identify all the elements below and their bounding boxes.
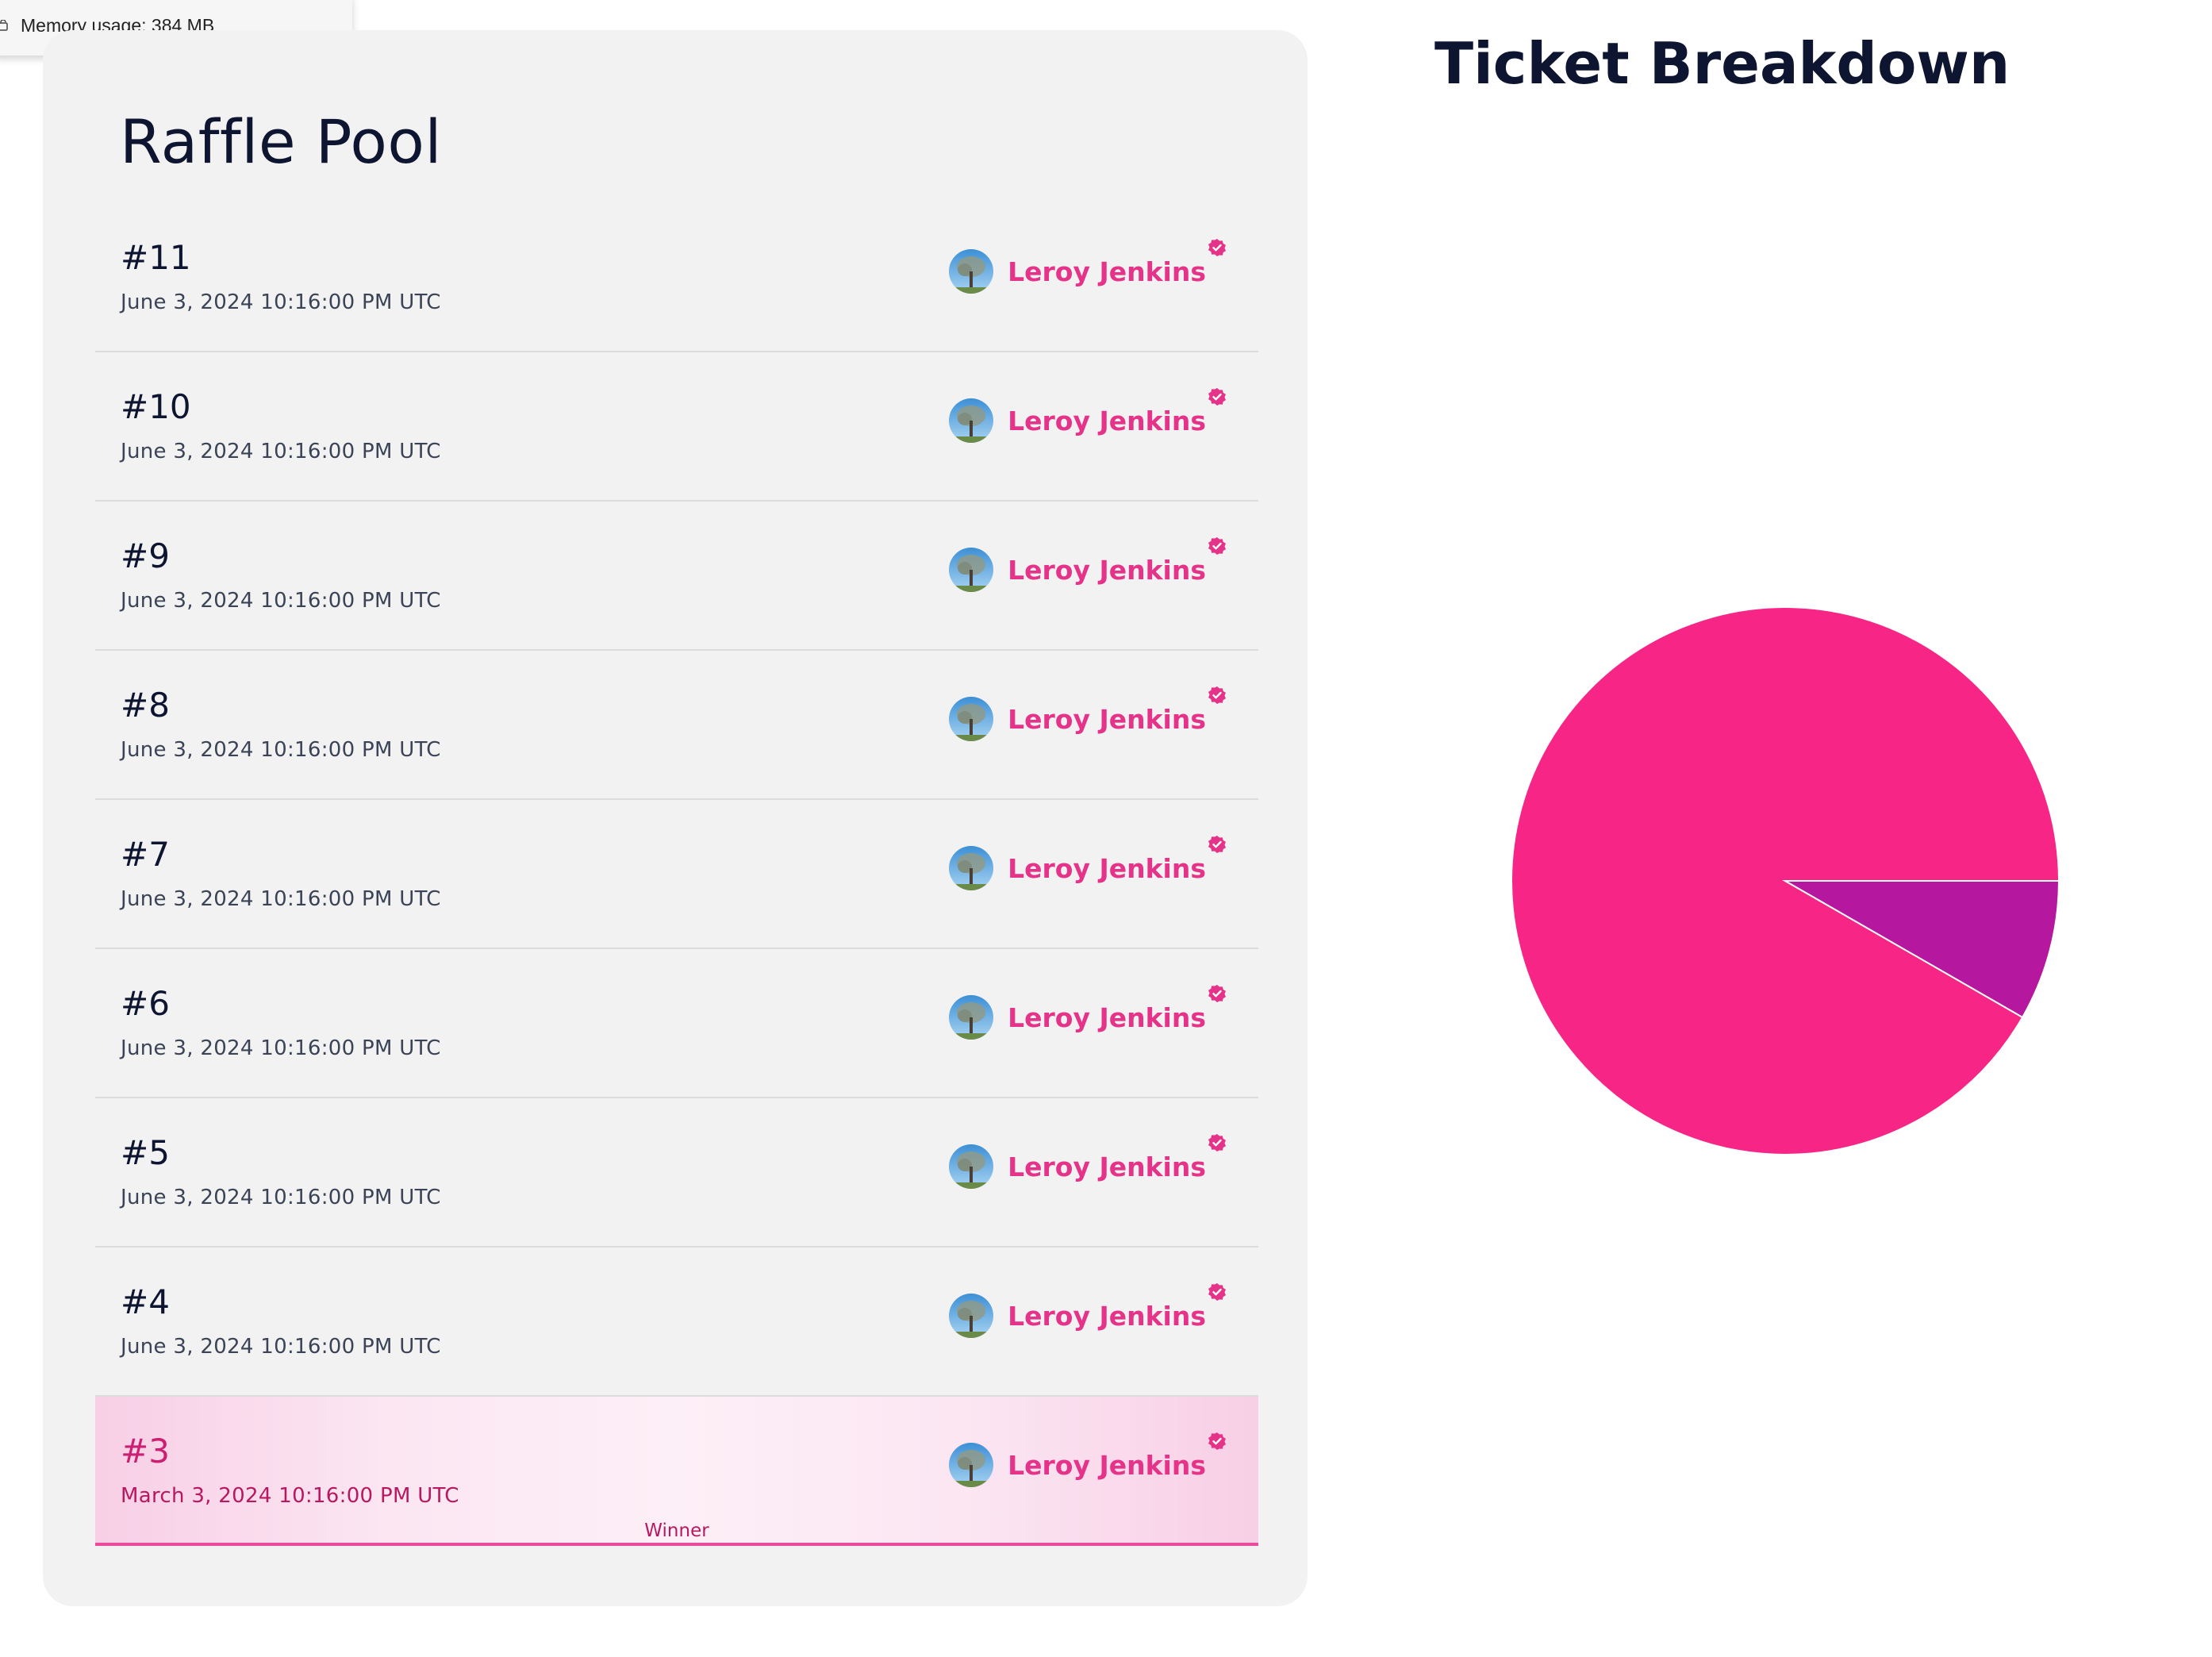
winner-label: Winner: [644, 1521, 709, 1541]
verified-badge-icon: [1208, 680, 1227, 704]
ticket-date: June 3, 2024 10:16:00 PM UTC: [121, 1036, 441, 1060]
avatar[interactable]: [949, 697, 994, 741]
owner-name-link[interactable]: Leroy Jenkins: [1008, 984, 1227, 1033]
avatar[interactable]: [949, 846, 994, 890]
avatar[interactable]: [949, 249, 994, 294]
ticket-row[interactable]: #6 June 3, 2024 10:16:00 PM UTC Leroy Jenk…: [95, 949, 1258, 1098]
owner-name-link[interactable]: Leroy Jenkins: [1008, 238, 1227, 287]
ticket-date: June 3, 2024 10:16:00 PM UTC: [121, 290, 441, 314]
verified-badge-icon: [1208, 233, 1227, 256]
owner-name-text: Leroy Jenkins: [1008, 1002, 1206, 1033]
avatar[interactable]: [949, 1144, 994, 1189]
pie-slice-small[interactable]: [1782, 880, 2060, 1019]
ticket-number: #10: [121, 387, 191, 426]
verified-badge-icon: [1208, 1128, 1227, 1151]
ticket-date: June 3, 2024 10:16:00 PM UTC: [121, 1186, 441, 1209]
verified-badge-icon: [1208, 978, 1227, 1002]
verified-badge-icon: [1208, 1277, 1227, 1301]
ticket-owner[interactable]: Leroy Jenkins: [949, 536, 1227, 594]
owner-name-link[interactable]: Leroy Jenkins: [1008, 1282, 1227, 1332]
owner-name-text: Leroy Jenkins: [1008, 1300, 1206, 1332]
owner-name-link[interactable]: Leroy Jenkins: [1008, 835, 1227, 884]
ticket-breakdown-title: Ticket Breakdown: [1434, 30, 2010, 97]
ticket-owner[interactable]: Leroy Jenkins: [949, 835, 1227, 892]
ticket-date: June 3, 2024 10:16:00 PM UTC: [121, 440, 441, 463]
verified-badge-icon: [1208, 1426, 1227, 1450]
ticket-date: June 3, 2024 10:16:00 PM UTC: [121, 589, 441, 613]
ticket-owner[interactable]: Leroy Jenkins: [949, 686, 1227, 743]
ticket-owner[interactable]: Leroy Jenkins: [949, 238, 1227, 295]
owner-name-text: Leroy Jenkins: [1008, 703, 1206, 735]
owner-name-link[interactable]: Leroy Jenkins: [1008, 686, 1227, 735]
ticket-owner[interactable]: Leroy Jenkins: [949, 1133, 1227, 1190]
ticket-owner[interactable]: Leroy Jenkins: [949, 984, 1227, 1041]
owner-name-text: Leroy Jenkins: [1008, 405, 1206, 436]
ticket-row-winner[interactable]: #3 March 3, 2024 10:16:00 PM UTC Leroy Jen…: [95, 1397, 1258, 1546]
ticket-number: #11: [121, 238, 191, 277]
owner-name-text: Leroy Jenkins: [1008, 1449, 1206, 1481]
ticket-date: June 3, 2024 10:16:00 PM UTC: [121, 887, 441, 911]
ticket-number: #4: [121, 1282, 170, 1321]
owner-name-link[interactable]: Leroy Jenkins: [1008, 1432, 1227, 1481]
ticket-list: #11 June 3, 2024 10:16:00 PM UTC Leroy Jen…: [95, 203, 1258, 1546]
ticket-number: #9: [121, 536, 170, 575]
ticket-date: March 3, 2024 10:16:00 PM UTC: [121, 1484, 459, 1508]
verified-badge-icon: [1208, 382, 1227, 406]
ticket-number: #5: [121, 1133, 170, 1172]
ticket-row[interactable]: #11 June 3, 2024 10:16:00 PM UTC Leroy Jen…: [95, 203, 1258, 352]
owner-name-link[interactable]: Leroy Jenkins: [1008, 536, 1227, 586]
ticket-row[interactable]: #5 June 3, 2024 10:16:00 PM UTC Leroy Jenk…: [95, 1098, 1258, 1248]
ticket-row[interactable]: #4 June 3, 2024 10:16:00 PM UTC Leroy Jenk…: [95, 1248, 1258, 1397]
owner-name-text: Leroy Jenkins: [1008, 554, 1206, 586]
owner-name-text: Leroy Jenkins: [1008, 256, 1206, 287]
verified-badge-icon: [1208, 531, 1227, 555]
raffle-pool-title: Raffle Pool: [120, 106, 442, 177]
avatar[interactable]: [949, 398, 994, 443]
ticket-owner[interactable]: Leroy Jenkins: [949, 1432, 1227, 1489]
pie-chart-svg: [1511, 606, 2060, 1155]
avatar[interactable]: [949, 995, 994, 1040]
avatar[interactable]: [949, 1443, 994, 1487]
owner-name-link[interactable]: Leroy Jenkins: [1008, 387, 1227, 436]
ticket-date: June 3, 2024 10:16:00 PM UTC: [121, 1335, 441, 1359]
owner-name-text: Leroy Jenkins: [1008, 1151, 1206, 1182]
ticket-number: #3: [121, 1432, 170, 1471]
ticket-breakdown-chart: [1507, 603, 2063, 1159]
ticket-number: #6: [121, 984, 170, 1023]
ticket-row[interactable]: #7 June 3, 2024 10:16:00 PM UTC Leroy Jenk…: [95, 800, 1258, 949]
ticket-owner[interactable]: Leroy Jenkins: [949, 387, 1227, 444]
raffle-pool-card: Raffle Pool #11 June 3, 2024 10:16:00 PM …: [43, 30, 1308, 1606]
ticket-row[interactable]: #9 June 3, 2024 10:16:00 PM UTC Leroy Jenk…: [95, 502, 1258, 651]
memory-icon: [0, 20, 8, 31]
ticket-number: #8: [121, 686, 170, 725]
ticket-owner[interactable]: Leroy Jenkins: [949, 1282, 1227, 1340]
verified-badge-icon: [1208, 829, 1227, 853]
ticket-row[interactable]: #10 June 3, 2024 10:16:00 PM UTC Leroy Jen…: [95, 352, 1258, 502]
ticket-date: June 3, 2024 10:16:00 PM UTC: [121, 738, 441, 762]
owner-name-link[interactable]: Leroy Jenkins: [1008, 1133, 1227, 1182]
avatar[interactable]: [949, 1294, 994, 1338]
owner-name-text: Leroy Jenkins: [1008, 852, 1206, 884]
ticket-number: #7: [121, 835, 170, 874]
avatar[interactable]: [949, 548, 994, 592]
ticket-row[interactable]: #8 June 3, 2024 10:16:00 PM UTC Leroy Jenk…: [95, 651, 1258, 800]
